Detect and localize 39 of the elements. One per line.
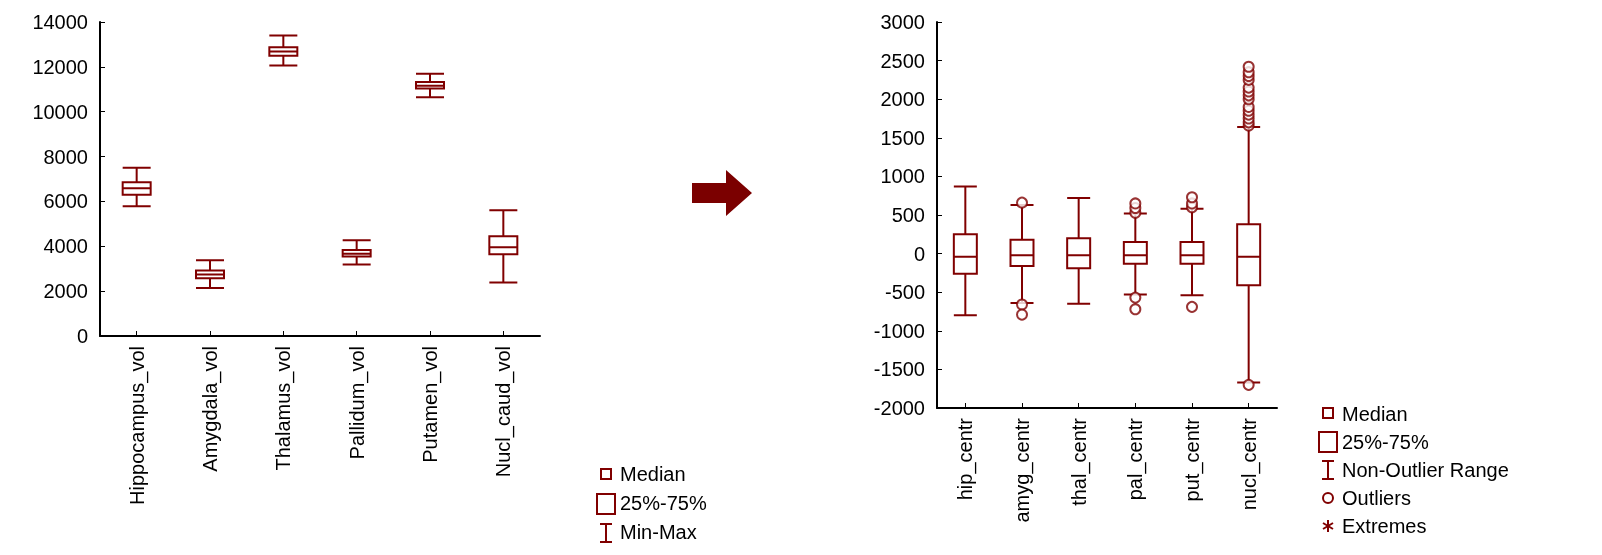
x-tick-label: Putamen_vol bbox=[419, 346, 442, 463]
y-tick-label: 2000 bbox=[880, 88, 925, 111]
y-tick-label: 500 bbox=[891, 204, 925, 226]
y-tick-label: 1500 bbox=[880, 126, 925, 149]
text: Outliers bbox=[1342, 486, 1411, 510]
x-tick-label: Thalamus_vol bbox=[272, 346, 296, 471]
x-tick-label: Amygdala_vol bbox=[199, 346, 222, 472]
x-tick-label: Pallidum_vol bbox=[345, 346, 369, 460]
x-tick-label: nucl_centr bbox=[1237, 417, 1261, 511]
x-tick-label: Nucl_caud_vol bbox=[492, 346, 516, 478]
y-tick-label: 2500 bbox=[880, 49, 925, 72]
y-tick-label: 14000 bbox=[32, 11, 88, 33]
text: Non-Outlier Range bbox=[1342, 458, 1509, 482]
text: 25%-75% bbox=[1342, 430, 1429, 454]
y-tick-label: 0 bbox=[76, 325, 88, 347]
y-tick-label: 8000 bbox=[43, 145, 88, 168]
text: Median bbox=[1342, 402, 1408, 426]
y-tick-label: 1000 bbox=[880, 165, 925, 188]
y-tick-label: 12000 bbox=[32, 55, 88, 78]
text: Median bbox=[620, 463, 686, 486]
x-tick-label: put_centr bbox=[1181, 417, 1204, 502]
y-tick-label: 6000 bbox=[43, 190, 88, 213]
x-tick-label: hip_centr bbox=[954, 417, 978, 501]
y-tick-label: -1500 bbox=[873, 358, 925, 381]
x-tick-label: amyg_centr bbox=[1011, 417, 1034, 523]
y-tick-label: 2000 bbox=[43, 280, 88, 303]
y-tick-label: 0 bbox=[913, 242, 925, 265]
y-tick-label: 4000 bbox=[43, 235, 88, 258]
y-tick-label: -1000 bbox=[873, 319, 925, 342]
text: Min-Max bbox=[620, 521, 697, 544]
x-tick-label: thal_centr bbox=[1067, 417, 1091, 506]
text: Extremes bbox=[1342, 514, 1427, 538]
x-tick-label: pal_centr bbox=[1124, 417, 1148, 501]
y-tick-label: 3000 bbox=[880, 11, 925, 33]
text: 25%-75% bbox=[620, 492, 707, 515]
x-tick-label: Hippocampus_vol bbox=[125, 346, 149, 505]
y-tick-label: 10000 bbox=[32, 100, 88, 123]
y-tick-label: -500 bbox=[884, 281, 925, 304]
y-tick-label: -2000 bbox=[873, 397, 925, 419]
